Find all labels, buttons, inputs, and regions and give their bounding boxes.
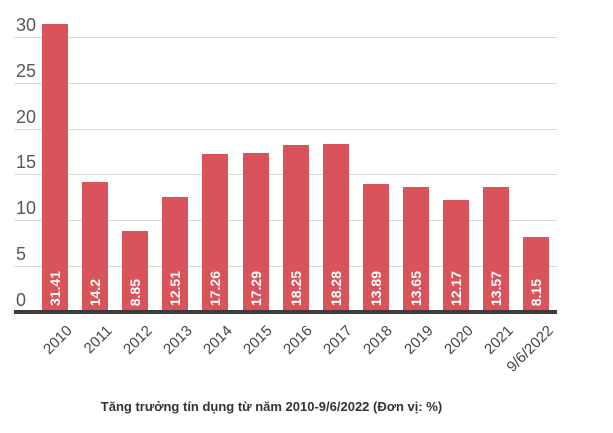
gridline <box>14 82 557 84</box>
bar-value-label: 12.51 <box>167 270 184 306</box>
gridline <box>14 37 557 38</box>
x-axis-label: 2019 <box>400 322 437 358</box>
bar-value-label: 13.57 <box>488 270 505 306</box>
bar-2021[interactable]: 13.57 <box>483 187 510 312</box>
bar-value-label: 31.41 <box>47 270 63 306</box>
bar-value-label: 8.85 <box>127 278 144 306</box>
x-axis-label: 2013 <box>160 322 196 358</box>
bar-value-label: 17.29 <box>247 270 264 306</box>
y-axis-tick-label: 30 <box>16 15 37 35</box>
bar-value-label: 17.26 <box>207 270 224 306</box>
chart-caption: Tăng trưởng tín dụng từ năm 2010-9/6/202… <box>100 399 443 414</box>
bar-value-label: 13.89 <box>367 270 384 306</box>
bar-2013[interactable]: 12.51 <box>162 197 189 312</box>
x-axis-label: 2016 <box>280 322 316 358</box>
bar-value-label: 18.25 <box>287 270 304 306</box>
y-axis-tick-label: 10 <box>16 198 37 218</box>
y-axis-tick-label: 0 <box>16 289 27 310</box>
bar-2019[interactable]: 13.65 <box>402 186 429 312</box>
bar-2016[interactable]: 18.25 <box>282 144 309 312</box>
bar-2014[interactable]: 17.26 <box>202 153 229 312</box>
bar-value-label: 18.28 <box>327 270 344 306</box>
x-axis-line <box>14 310 557 314</box>
x-axis-label: 2011 <box>80 322 116 358</box>
x-axis-label: 2017 <box>320 322 357 358</box>
bar-2010[interactable]: 31.41 <box>42 24 68 312</box>
x-axis-label: 2014 <box>200 322 236 358</box>
y-axis-tick-label: 20 <box>16 106 37 127</box>
bar-value-label: 8.15 <box>528 278 545 306</box>
x-axis-label: 2015 <box>240 322 276 358</box>
bar-2020[interactable]: 12.17 <box>443 200 469 312</box>
bar-value-label: 14.2 <box>87 278 104 306</box>
bar-2015[interactable]: 17.29 <box>242 153 269 312</box>
bar-2018[interactable]: 13.89 <box>362 184 389 312</box>
x-axis-label: 2021 <box>480 322 517 358</box>
x-axis-label: 2012 <box>119 322 156 358</box>
x-axis-label: 2020 <box>440 322 477 358</box>
x-axis-label: 2010 <box>39 322 76 358</box>
y-axis-tick-label: 15 <box>16 152 37 173</box>
bar-2012[interactable]: 8.85 <box>122 230 149 312</box>
bar-9/6/2022[interactable]: 8.15 <box>523 236 550 312</box>
bar-value-label: 13.65 <box>407 270 424 306</box>
x-axis-label: 2018 <box>360 322 397 358</box>
bar-2017[interactable]: 18.28 <box>322 144 349 312</box>
gridline <box>14 128 557 130</box>
y-axis-tick-label: 25 <box>16 60 37 81</box>
bar-2011[interactable]: 14.2 <box>82 181 109 312</box>
y-axis-tick-label: 5 <box>16 243 27 264</box>
bar-value-label: 12.17 <box>448 270 464 306</box>
